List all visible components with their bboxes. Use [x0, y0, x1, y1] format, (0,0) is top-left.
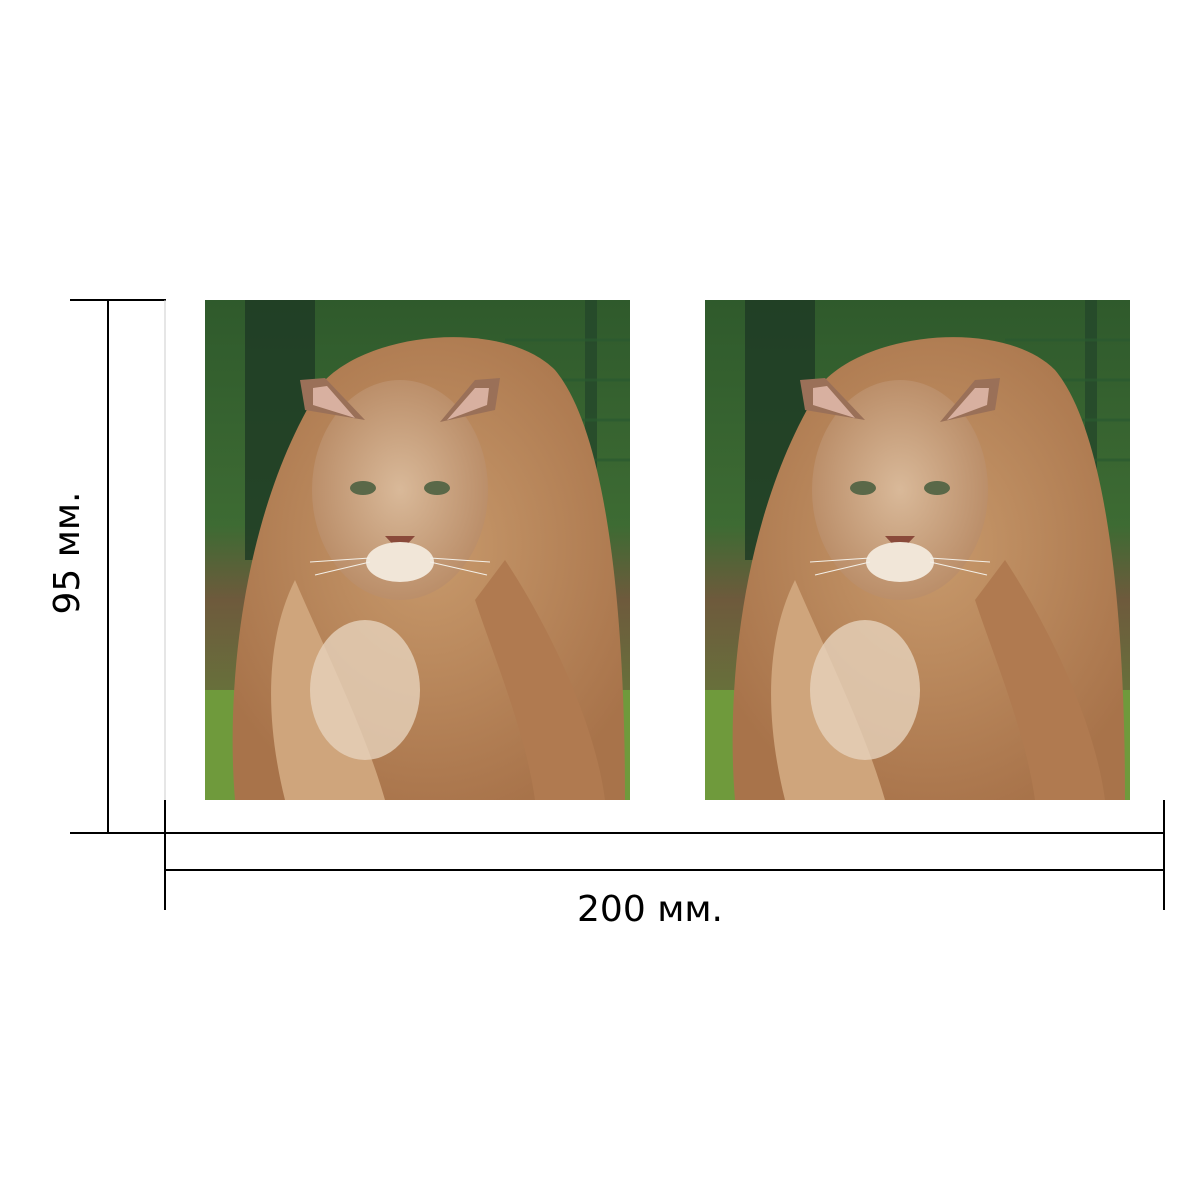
cougar-photo-right — [705, 300, 1130, 800]
width-label: 200 мм. — [577, 889, 723, 930]
height-label-text: 95 мм. — [47, 491, 88, 615]
cougar-photo-left — [205, 300, 630, 800]
cougar-image — [205, 300, 630, 800]
cougar-image — [705, 300, 1130, 800]
